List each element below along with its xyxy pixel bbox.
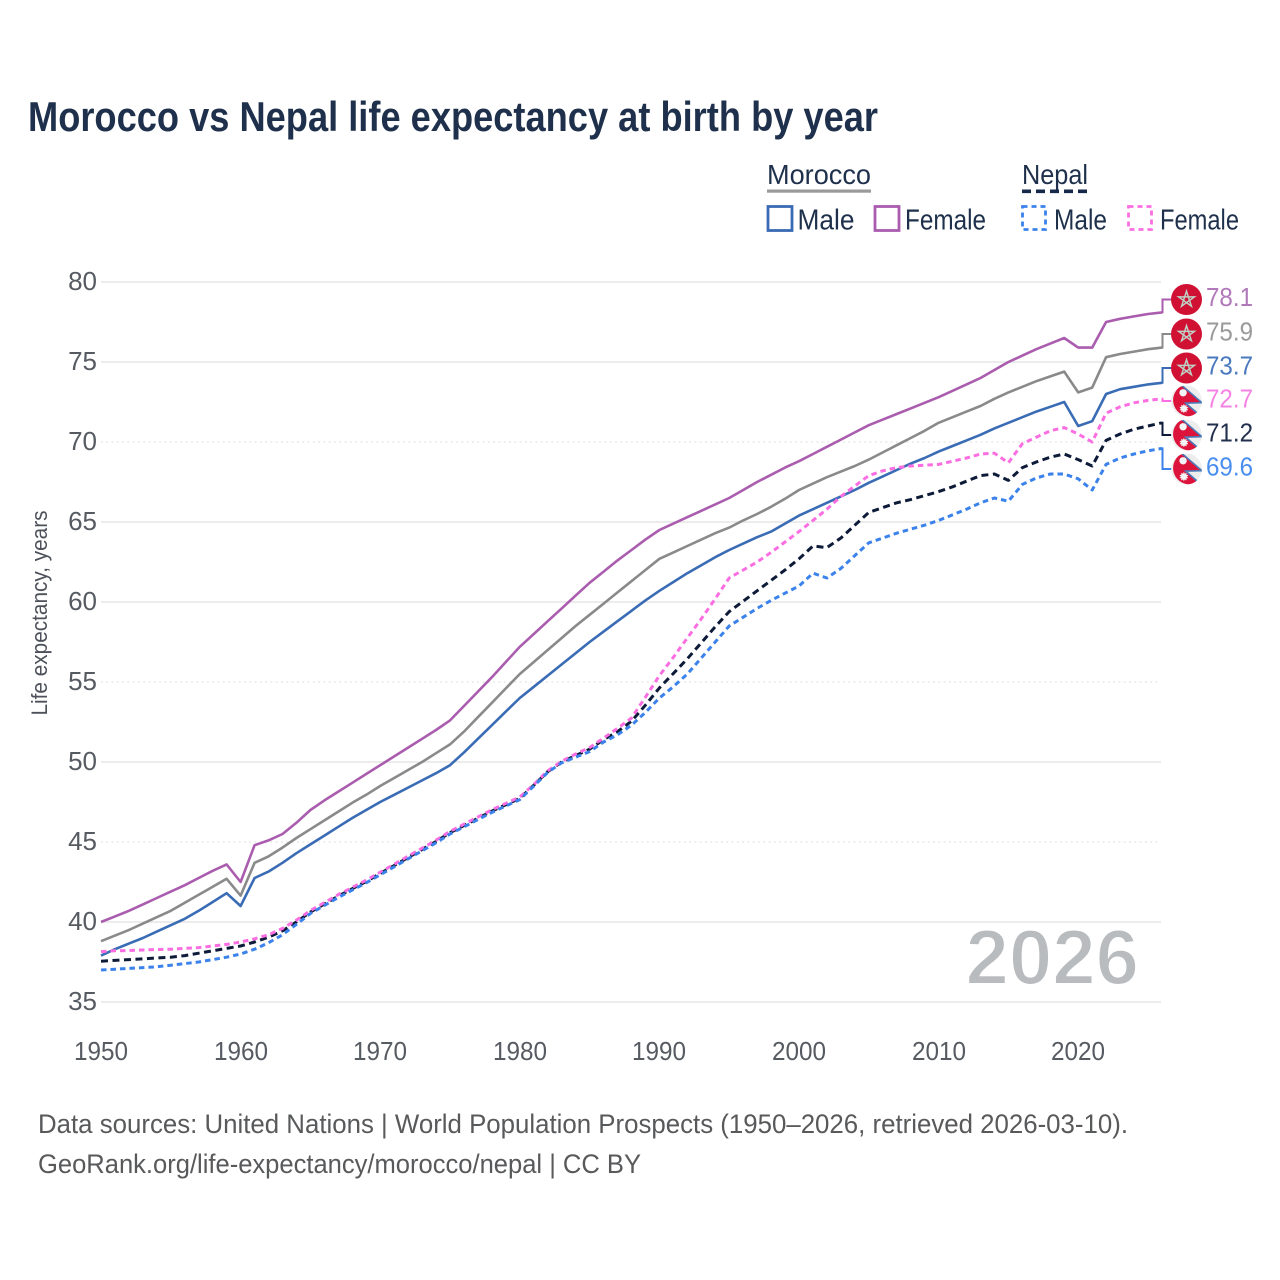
svg-text:Female: Female [1160, 205, 1239, 237]
svg-text:Morocco: Morocco [767, 159, 871, 190]
svg-text:55: 55 [68, 666, 97, 696]
svg-text:2020: 2020 [1051, 1036, 1105, 1066]
svg-text:75.9: 75.9 [1206, 317, 1253, 347]
svg-text:40: 40 [68, 906, 97, 936]
svg-text:Male: Male [1054, 205, 1107, 237]
svg-text:1990: 1990 [632, 1036, 686, 1066]
svg-text:Male: Male [798, 205, 855, 237]
svg-text:69.6: 69.6 [1206, 452, 1253, 482]
svg-text:GeoRank.org/life-expectancy/mo: GeoRank.org/life-expectancy/morocco/nepa… [38, 1149, 641, 1179]
svg-text:Female: Female [905, 205, 986, 237]
svg-text:78.1: 78.1 [1206, 282, 1253, 312]
svg-text:75: 75 [68, 346, 97, 376]
svg-text:45: 45 [68, 826, 97, 856]
svg-text:50: 50 [68, 746, 97, 776]
svg-text:Life expectancy, years: Life expectancy, years [27, 511, 52, 716]
svg-text:1950: 1950 [74, 1036, 128, 1066]
svg-text:2000: 2000 [772, 1036, 826, 1066]
svg-text:71.2: 71.2 [1206, 418, 1253, 448]
svg-text:1960: 1960 [214, 1036, 268, 1066]
svg-text:Morocco vs Nepal life expectan: Morocco vs Nepal life expectancy at birt… [28, 93, 878, 140]
svg-text:2010: 2010 [912, 1036, 966, 1066]
svg-text:70: 70 [68, 426, 97, 456]
svg-text:72.7: 72.7 [1206, 384, 1253, 414]
svg-text:35: 35 [68, 986, 97, 1016]
svg-text:1970: 1970 [353, 1036, 407, 1066]
svg-text:73.7: 73.7 [1206, 351, 1253, 381]
svg-text:Data sources: United Nations |: Data sources: United Nations | World Pop… [38, 1109, 1128, 1139]
svg-text:Nepal: Nepal [1022, 159, 1088, 190]
svg-text:2026: 2026 [965, 913, 1139, 1001]
svg-text:1980: 1980 [493, 1036, 547, 1066]
svg-text:65: 65 [68, 506, 97, 536]
svg-text:60: 60 [68, 586, 97, 616]
svg-text:80: 80 [68, 266, 97, 296]
